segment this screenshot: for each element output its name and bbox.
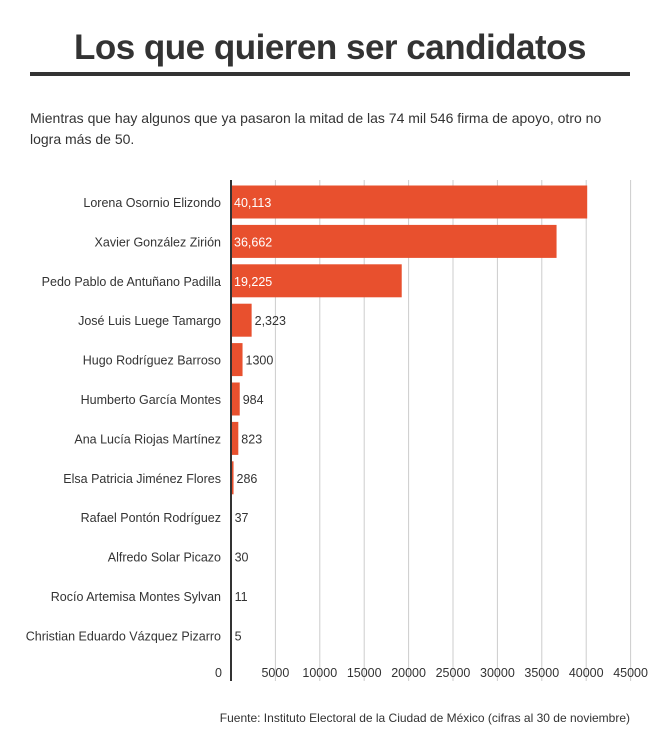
category-label: Xavier González Zirión — [95, 235, 221, 249]
data-label: 37 — [235, 511, 249, 525]
category-label: Humberto García Montes — [81, 393, 221, 407]
category-label: Christian Eduardo Vázquez Pizarro — [26, 629, 221, 643]
title-rule — [30, 72, 630, 76]
category-label: Lorena Osornio Elizondo — [83, 196, 221, 210]
data-label: 30 — [235, 551, 249, 565]
data-label: 286 — [237, 472, 258, 486]
data-label: 36,662 — [234, 235, 272, 249]
bar — [231, 382, 240, 416]
x-tick-label: 20000 — [391, 666, 426, 680]
bar — [231, 303, 252, 337]
category-label: Rocío Artemisa Montes Sylvan — [51, 590, 221, 604]
category-label: Ana Lucía Riojas Martínez — [74, 432, 221, 446]
x-tick-label: 45000 — [613, 666, 648, 680]
data-label: 11 — [235, 590, 248, 604]
category-label: Pedo Pablo de Antuñano Padilla — [42, 275, 221, 289]
data-label: 19,225 — [234, 275, 272, 289]
category-label: Elsa Patricia Jiménez Flores — [63, 472, 221, 486]
category-label: Hugo Rodríguez Barroso — [83, 354, 221, 368]
x-tick-label: 5000 — [261, 666, 289, 680]
x-tick-label: 0 — [215, 666, 222, 680]
bar — [231, 185, 588, 219]
x-tick-label: 40000 — [569, 666, 604, 680]
chart-subtitle: Mientras que hay algunos que ya pasaron … — [30, 110, 602, 147]
data-label: 984 — [243, 393, 264, 407]
data-label: 1300 — [246, 354, 274, 368]
bar — [231, 343, 243, 377]
x-tick-label: 15000 — [347, 666, 382, 680]
x-tick-label: 25000 — [436, 666, 471, 680]
x-tick-label: 10000 — [302, 666, 337, 680]
bar — [231, 224, 557, 258]
chart-title: Los que quieren ser candidatos — [73, 28, 587, 67]
x-tick-label: 30000 — [480, 666, 515, 680]
category-label: José Luis Luege Tamargo — [78, 314, 221, 328]
data-label: 823 — [241, 432, 262, 446]
data-label: 5 — [235, 629, 242, 643]
source-note: Fuente: Instituto Electoral de la Ciudad… — [219, 711, 630, 725]
bar — [231, 461, 234, 495]
category-label: Rafael Pontón Rodríguez — [81, 511, 221, 525]
data-label: 40,113 — [234, 196, 271, 210]
data-label: 2,323 — [255, 314, 286, 328]
bar — [231, 421, 239, 455]
category-label: Alfredo Solar Picazo — [108, 551, 221, 565]
bar — [231, 264, 402, 298]
x-tick-label: 35000 — [524, 666, 559, 680]
